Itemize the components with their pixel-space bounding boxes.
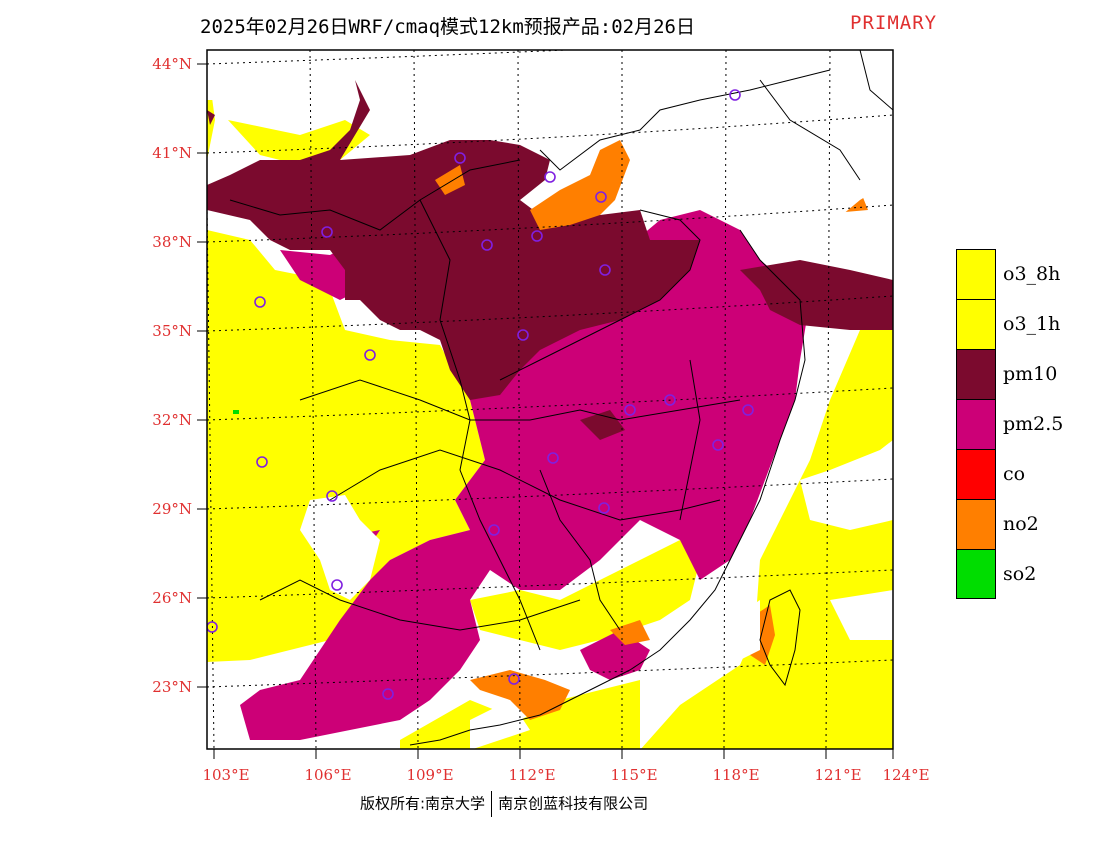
legend-item-o3-8h: o3_8h <box>956 249 1063 299</box>
station-marker <box>544 171 556 183</box>
legend-label: pm2.5 <box>1003 413 1064 435</box>
lon-label: 106°E <box>304 766 352 784</box>
station-marker <box>742 404 754 416</box>
station-marker <box>531 230 543 242</box>
lon-label: 121°E <box>814 766 862 784</box>
legend-item-co: co <box>956 449 1063 499</box>
station-marker <box>595 191 607 203</box>
legend-label: o3_1h <box>1003 313 1061 335</box>
copyright-owner: 版权所有:南京大学 <box>360 794 486 813</box>
station-marker <box>254 296 266 308</box>
station-marker <box>598 502 610 514</box>
station-marker <box>599 264 611 276</box>
lon-label: 118°E <box>712 766 760 784</box>
pm10-region <box>207 80 893 440</box>
legend-item-o3-1h: o3_1h <box>956 299 1063 349</box>
legend-swatch <box>956 349 996 399</box>
lon-label: 124°E <box>882 766 930 784</box>
station-marker <box>364 349 376 361</box>
station-marker <box>664 394 676 406</box>
station-marker <box>488 524 500 536</box>
legend-item-so2: so2 <box>956 549 1063 599</box>
graticule <box>207 50 893 749</box>
lat-label: 32°N <box>152 411 192 429</box>
axis-ticks <box>197 63 894 759</box>
station-marker <box>624 404 636 416</box>
station-marker <box>547 452 559 464</box>
copyright: 版权所有:南京大学 南京创蓝科技有限公司 <box>360 791 648 817</box>
legend-item-no2: no2 <box>956 499 1063 549</box>
legend: o3_8h o3_1h pm10 pm2.5 co no2 so2 <box>956 249 1063 599</box>
map-title: 2025年02月26日WRF/cmaq模式12km预报产品:02月26日 <box>200 16 695 38</box>
legend-swatch <box>956 499 996 549</box>
legend-label: co <box>1003 463 1026 485</box>
station-marker <box>382 688 394 700</box>
lon-label: 115°E <box>610 766 658 784</box>
station-marker <box>454 152 466 164</box>
no-data-region <box>207 50 893 749</box>
station-marker <box>256 456 268 468</box>
legend-swatch <box>956 249 996 299</box>
lat-label: 26°N <box>152 589 192 607</box>
legend-label: o3_8h <box>1003 263 1061 285</box>
lon-label: 112°E <box>508 766 556 784</box>
lat-label: 29°N <box>152 500 192 518</box>
station-marker <box>207 621 218 633</box>
station-marker <box>729 89 741 101</box>
station-marker <box>712 439 724 451</box>
copyright-company: 南京创蓝科技有限公司 <box>498 794 649 813</box>
lon-label: 109°E <box>406 766 454 784</box>
legend-label: so2 <box>1003 563 1037 585</box>
station-marker <box>481 239 493 251</box>
lat-label: 44°N <box>152 55 192 73</box>
station-marker <box>326 490 338 502</box>
lat-label: 38°N <box>152 233 192 251</box>
station-markers <box>207 89 754 700</box>
copyright-separator <box>491 791 493 817</box>
lon-label: 103°E <box>202 766 250 784</box>
o3-region <box>207 60 893 749</box>
boundaries <box>229 50 893 746</box>
legend-item-pm10: pm10 <box>956 349 1063 399</box>
station-marker <box>517 329 529 341</box>
lat-label: 35°N <box>152 322 192 340</box>
legend-swatch <box>956 399 996 449</box>
station-marker <box>331 579 343 591</box>
station-marker <box>321 226 333 238</box>
legend-label: no2 <box>1003 513 1039 535</box>
legend-swatch <box>956 549 996 599</box>
so2-spot <box>233 410 239 414</box>
legend-swatch <box>956 449 996 499</box>
lat-label: 41°N <box>152 144 192 162</box>
map-frame <box>206 49 894 750</box>
legend-label: pm10 <box>1003 363 1058 385</box>
lat-label: 23°N <box>152 678 192 696</box>
station-marker <box>508 673 520 685</box>
legend-item-pm25: pm2.5 <box>956 399 1063 449</box>
pollutant-tag: PRIMARY <box>850 12 938 34</box>
legend-swatch <box>956 299 996 349</box>
